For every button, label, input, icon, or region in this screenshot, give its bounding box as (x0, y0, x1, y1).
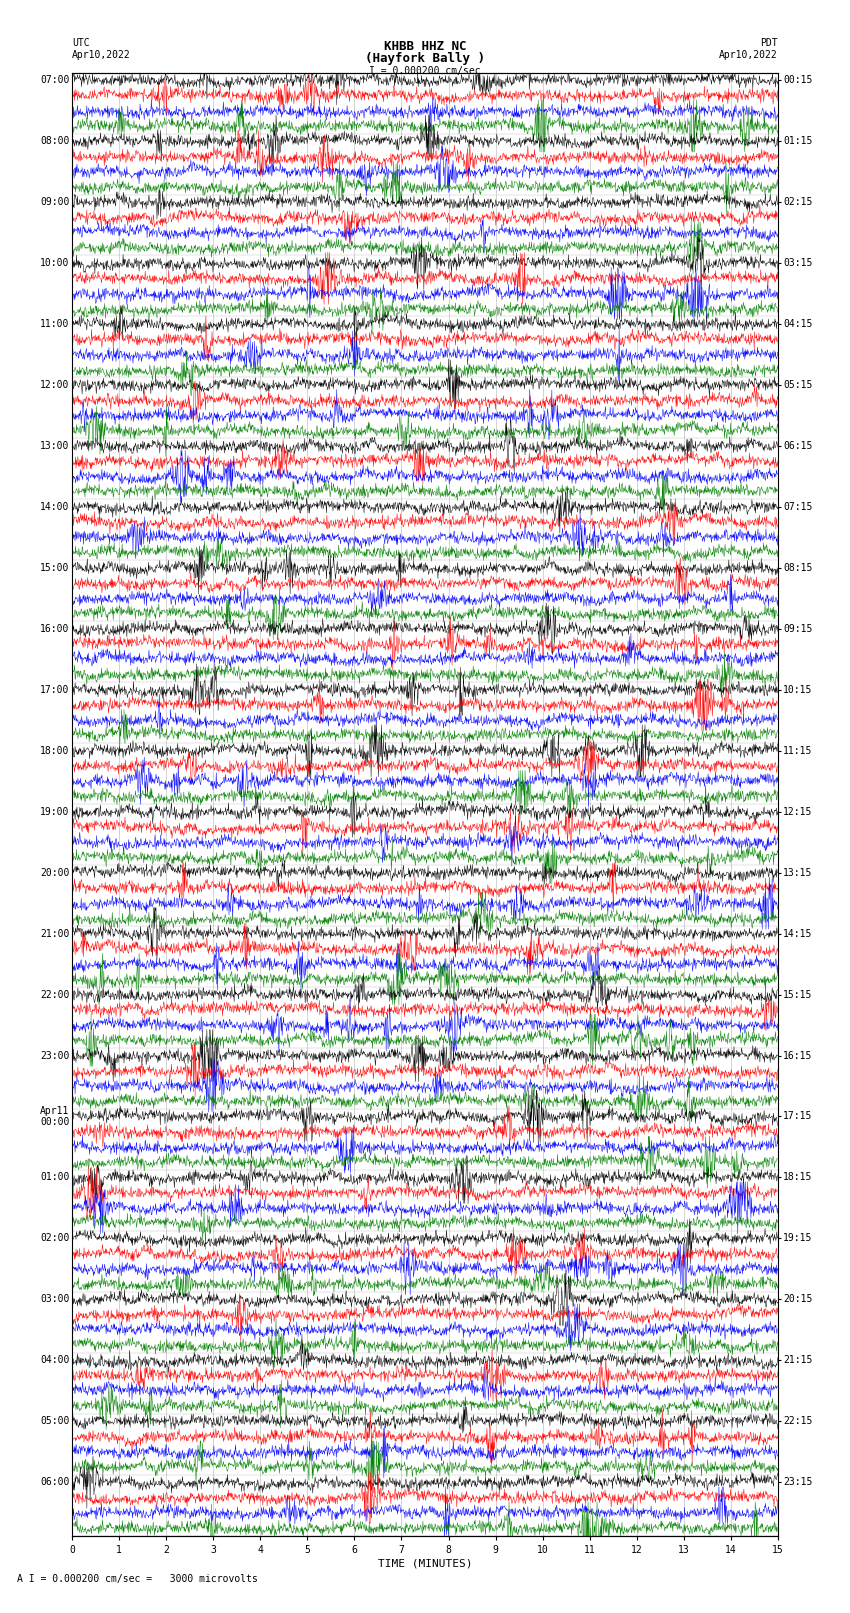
Text: PDT: PDT (760, 39, 778, 48)
X-axis label: TIME (MINUTES): TIME (MINUTES) (377, 1558, 473, 1569)
Text: (Hayfork Bally ): (Hayfork Bally ) (365, 52, 485, 65)
Text: I = 0.000200 cm/sec: I = 0.000200 cm/sec (369, 66, 481, 76)
Text: Apr10,2022: Apr10,2022 (72, 50, 131, 60)
Text: UTC: UTC (72, 39, 90, 48)
Text: KHBB HHZ NC: KHBB HHZ NC (383, 40, 467, 53)
Text: A I = 0.000200 cm/sec =   3000 microvolts: A I = 0.000200 cm/sec = 3000 microvolts (17, 1574, 258, 1584)
Text: Apr10,2022: Apr10,2022 (719, 50, 778, 60)
